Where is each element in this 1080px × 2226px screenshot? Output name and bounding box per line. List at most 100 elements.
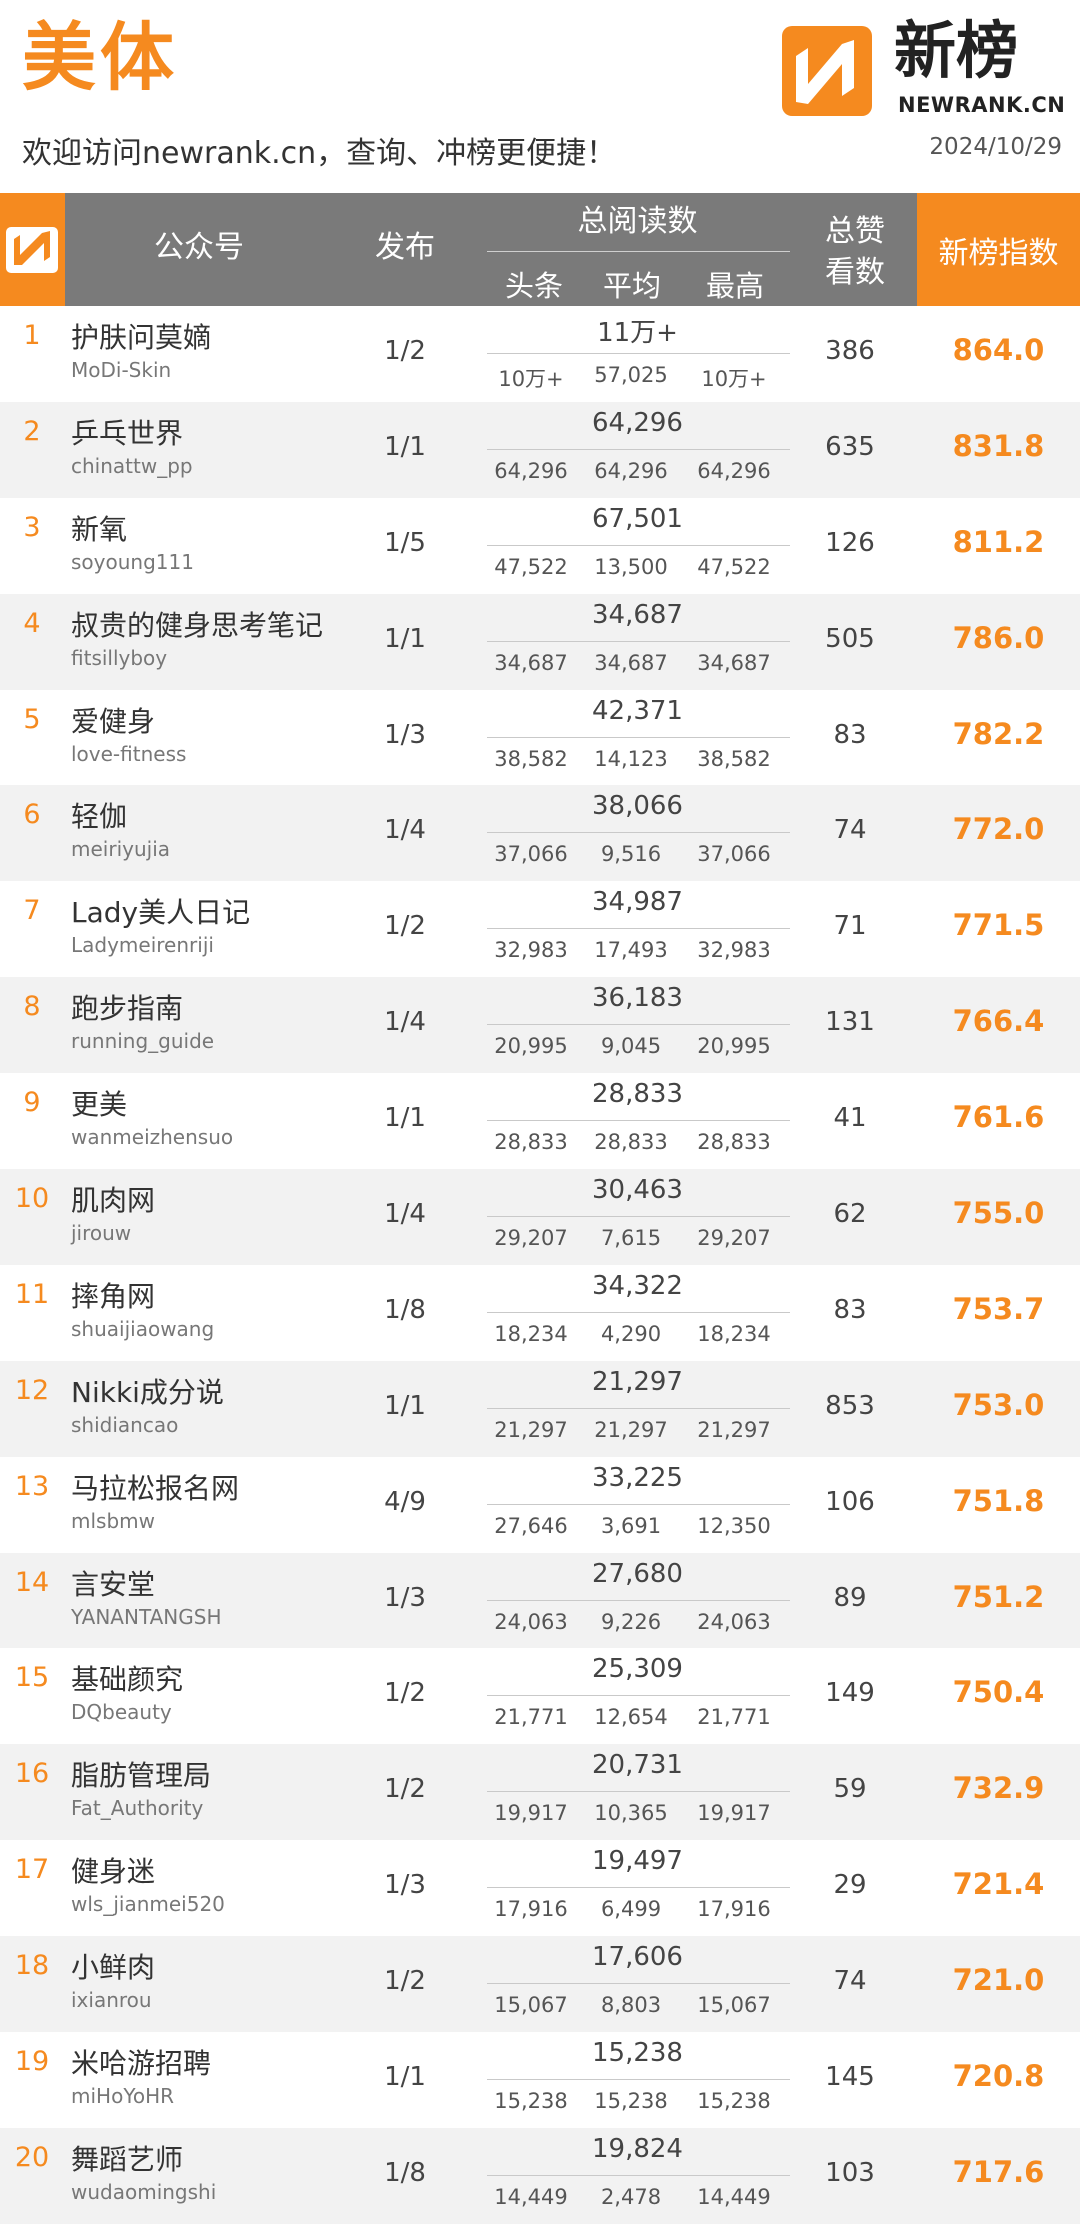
likes-count: 59 (833, 1774, 867, 1805)
reads-max: 20,995 (697, 1034, 771, 1059)
newrank-index: 755.0 (952, 1196, 1045, 1231)
logo-text-cn: 新榜 (894, 14, 1019, 87)
account-name[interactable]: 米哈游招聘 (71, 2047, 212, 2081)
reads-divider (487, 1791, 790, 1793)
table-row[interactable]: 11 摔角网 shuaijiaowang 1/8 34,322 18,234 4,290 18… (0, 1265, 1080, 1361)
account-name[interactable]: 舞蹈艺师 (71, 2142, 184, 2176)
table-row[interactable]: 18 小鲜肉 ixianrou 1/2 17,606 15,067 8,803 15,067 7… (0, 1936, 1080, 2033)
newrank-index: 782.2 (952, 716, 1045, 751)
account-name[interactable]: 跑步指南 (71, 992, 184, 1026)
rank-number: 13 (14, 1470, 50, 1502)
table-row[interactable]: 13 马拉松报名网 mlsbmw 4/9 33,225 27,646 3,691 12,350… (0, 1457, 1080, 1553)
reads-avg: 28,833 (594, 1130, 668, 1155)
table-row[interactable]: 19 米哈游招聘 miHoYoHR 1/1 15,238 15,238 15,238 15,2… (0, 2032, 1080, 2128)
reads-divider (487, 1311, 790, 1313)
table-row[interactable]: 8 跑步指南 running_guide 1/4 36,183 20,995 9,045 20… (0, 977, 1080, 1074)
reads-divider (487, 1216, 790, 1218)
table-row[interactable]: 9 更美 wanmeizhensuo 1/1 28,833 28,833 28,833 28,… (0, 1073, 1080, 1169)
account-name[interactable]: Nikki成分说 (71, 1375, 224, 1409)
rank-number: 15 (14, 1662, 50, 1694)
table-row[interactable]: 20 舞蹈艺师 wudaomingshi 1/8 19,824 14,449 2,478 14… (0, 2127, 1080, 2224)
reads-max: 12,350 (697, 1513, 771, 1538)
account-name[interactable]: 乒乓世界 (71, 416, 184, 450)
account-name[interactable]: 爱健身 (71, 704, 156, 738)
table-row[interactable]: 2 乒乓世界 chinattw_pp 1/1 64,296 64,296 64,296 64,… (0, 401, 1080, 498)
table-logo-icon (0, 193, 65, 306)
total-reads: 17,606 (592, 1942, 683, 1973)
account-name[interactable]: Lady美人日记 (71, 896, 251, 930)
table-row[interactable]: 15 基础颜究 DQbeauty 1/2 25,309 21,771 12,654 21,77… (0, 1648, 1080, 1744)
newrank-index: 786.0 (952, 620, 1045, 655)
account-name[interactable]: 摔角网 (71, 1279, 156, 1313)
account-name[interactable]: 更美 (71, 1088, 128, 1122)
reads-max: 21,297 (697, 1417, 771, 1442)
reads-head: 37,066 (494, 842, 568, 867)
likes-count: 505 (825, 623, 875, 654)
rank-number: 4 (23, 607, 41, 639)
total-reads: 38,066 (592, 791, 683, 822)
newrank-index: 717.6 (952, 2154, 1045, 2189)
account-name[interactable]: 健身迷 (71, 1855, 156, 1889)
likes-count: 853 (825, 1390, 875, 1421)
rank-number: 9 (23, 1087, 41, 1119)
account-id: shuaijiaowang (71, 1316, 215, 1341)
reads-avg: 12,654 (594, 1705, 668, 1730)
reads-avg: 9,045 (600, 1034, 662, 1059)
likes-count: 41 (833, 1103, 867, 1134)
account-id: meiriyujia (71, 837, 171, 862)
reads-avg: 7,615 (600, 1226, 662, 1251)
table-row[interactable]: 5 爱健身 love-fitness 1/3 42,371 38,582 14,123 38,… (0, 690, 1080, 786)
total-reads: 30,463 (592, 1175, 683, 1206)
total-reads: 28,833 (592, 1079, 683, 1110)
publish-count: 1/1 (384, 623, 426, 654)
publish-count: 1/2 (384, 1966, 426, 1997)
table-row[interactable]: 17 健身迷 wls_jianmei520 1/3 19,497 17,916 6,499 1… (0, 1840, 1080, 1936)
table-row[interactable]: 7 Lady美人日记 Ladymeirenriji 1/2 34,987 32,983 17… (0, 881, 1080, 977)
account-name[interactable]: 言安堂 (71, 1567, 156, 1601)
likes-count: 89 (833, 1582, 867, 1613)
reads-max: 17,916 (697, 1897, 771, 1922)
table-row[interactable]: 1 护肤问莫嫡 MoDi-Skin 1/2 11万+ 10万+ 57,025 10万+ 386 8… (0, 306, 1080, 402)
account-name[interactable]: 肌肉网 (71, 1184, 156, 1218)
account-id: wls_jianmei520 (71, 1892, 225, 1917)
account-id: soyoung111 (71, 549, 194, 574)
reads-head: 17,916 (494, 1897, 568, 1922)
table-row[interactable]: 16 脂肪管理局 Fat_Authority 1/2 20,731 19,917 10,36… (0, 1744, 1080, 1841)
account-id: DQbeauty (71, 1700, 172, 1725)
newrank-index: 751.2 (952, 1579, 1045, 1614)
table-row[interactable]: 10 肌肉网 jirouw 1/4 30,463 29,207 7,615 29,207 62 7… (0, 1169, 1080, 1265)
account-name[interactable]: 脂肪管理局 (71, 1759, 212, 1793)
reads-divider (487, 1407, 790, 1409)
reads-max: 38,582 (697, 746, 771, 771)
account-name[interactable]: 新氧 (71, 512, 128, 546)
table-row[interactable]: 4 叔贵的健身思考笔记 fitsillyboy 1/1 34,687 34,687 34,6… (0, 593, 1080, 690)
table-row[interactable]: 6 轻伽 meiriyujia 1/4 38,066 37,066 9,516 37,066 7… (0, 785, 1080, 882)
table-row[interactable]: 3 新氧 soyoung111 1/5 67,501 47,522 13,500 47,522… (0, 498, 1080, 594)
table-row[interactable]: 12 Nikki成分说 shidiancao 1/1 21,297 21,297 21,29… (0, 1360, 1080, 1457)
category-title: 美体 (22, 15, 178, 101)
newrank-index: 753.0 (952, 1387, 1045, 1422)
account-name[interactable]: 轻伽 (71, 800, 128, 834)
account-name[interactable]: 护肤问莫嫡 (71, 321, 212, 354)
reads-avg: 15,238 (594, 2089, 668, 2114)
likes-count: 62 (833, 1199, 867, 1230)
rank-number: 6 (23, 799, 41, 831)
reads-divider (487, 928, 790, 930)
account-name[interactable]: 马拉松报名网 (71, 1471, 240, 1505)
reads-head: 19,917 (494, 1801, 568, 1826)
rank-number: 8 (23, 991, 41, 1023)
reads-max: 28,833 (697, 1130, 771, 1155)
account-id: Fat_Authority (71, 1796, 204, 1821)
likes-count: 149 (825, 1678, 875, 1709)
account-name[interactable]: 基础颜究 (71, 1663, 184, 1697)
column-publish: 发布 (375, 230, 435, 265)
reads-head: 15,238 (494, 2089, 568, 2114)
column-index: 新榜指数 (917, 193, 1080, 306)
table-row[interactable]: 14 言安堂 YANANTANGSH 1/3 27,680 24,063 9,226 24,0… (0, 1552, 1080, 1649)
reads-head: 34,687 (494, 650, 568, 675)
account-name[interactable]: 叔贵的健身思考笔记 (71, 608, 324, 642)
account-name[interactable]: 小鲜肉 (71, 1951, 156, 1985)
reads-max: 64,296 (697, 458, 771, 483)
rank-number: 7 (23, 895, 41, 927)
total-reads: 42,371 (592, 695, 683, 726)
